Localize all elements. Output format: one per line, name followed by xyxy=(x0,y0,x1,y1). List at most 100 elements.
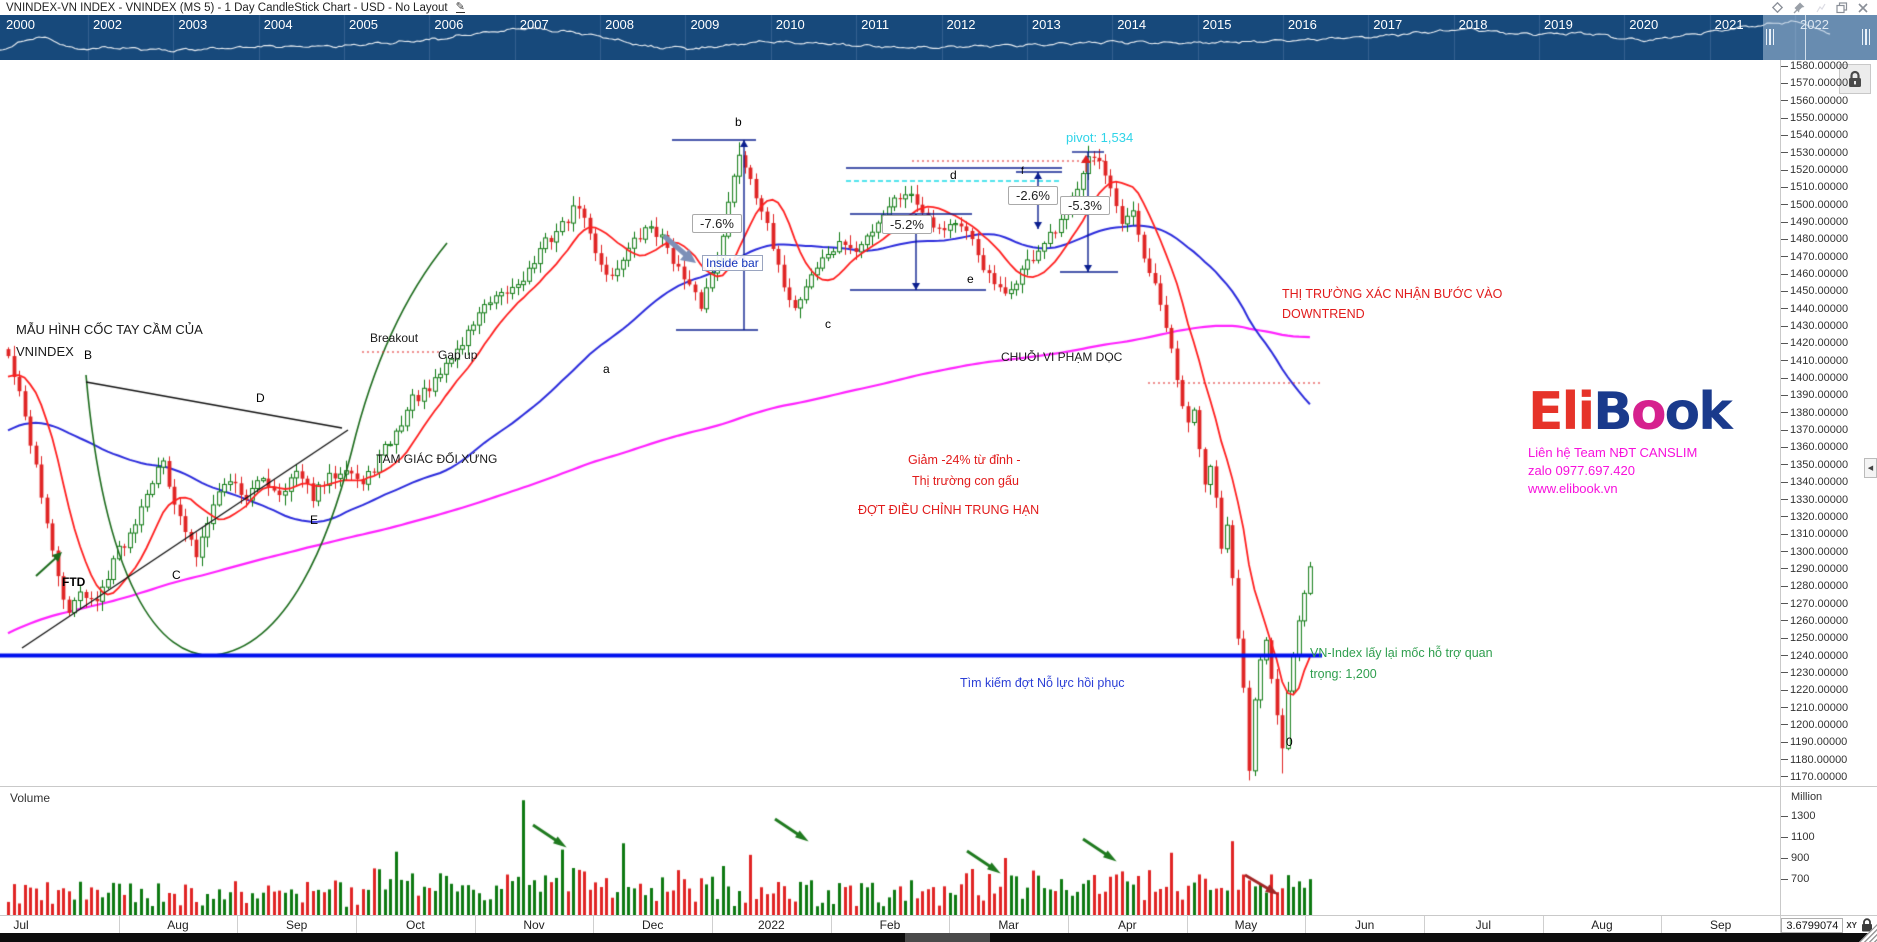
price-axis-label: 1320.00000 xyxy=(1781,511,1848,523)
window-controls xyxy=(1771,0,1869,15)
volume-axis-label: 1100 xyxy=(1781,831,1815,843)
price-axis-label: 1280.00000 xyxy=(1781,580,1848,592)
price-axis-label: 1400.00000 xyxy=(1781,372,1848,384)
time-axis-separator xyxy=(712,916,713,934)
time-axis-label: Jul xyxy=(1475,918,1491,932)
time-axis-separator xyxy=(1661,916,1662,934)
price-axis-label: 1480.00000 xyxy=(1781,233,1848,245)
price-axis-label: 1290.00000 xyxy=(1781,563,1848,575)
time-axis-separator xyxy=(1305,916,1306,934)
price-chart-canvas[interactable] xyxy=(0,60,1780,786)
time-axis-label: May xyxy=(1234,918,1258,932)
price-axis-label: 1350.00000 xyxy=(1781,459,1848,471)
time-axis-separator xyxy=(1068,916,1069,934)
volume-canvas[interactable] xyxy=(0,787,1780,916)
price-axis-label: 1430.00000 xyxy=(1781,320,1848,332)
price-axis-label: 1450.00000 xyxy=(1781,285,1848,297)
time-axis-separator xyxy=(593,916,594,934)
price-axis-label: 1310.00000 xyxy=(1781,528,1848,540)
price-axis-label: 1360.00000 xyxy=(1781,441,1848,453)
price-axis-label: 1580.00000 xyxy=(1781,60,1848,72)
volume-axis-label: 700 xyxy=(1781,873,1809,885)
time-axis-separator xyxy=(1187,916,1188,934)
price-axis-label: 1540.00000 xyxy=(1781,129,1848,141)
time-axis-label: Mar xyxy=(998,918,1019,932)
price-axis-label: 1370.00000 xyxy=(1781,424,1848,436)
time-axis-separator xyxy=(831,916,832,934)
price-axis-label: 1520.00000 xyxy=(1781,164,1848,176)
axis-lock-button[interactable] xyxy=(1839,64,1871,94)
price-axis-label: 1250.00000 xyxy=(1781,632,1848,644)
volume-axis-unit: Million xyxy=(1791,791,1823,803)
price-axis-label: 1460.00000 xyxy=(1781,268,1848,280)
lock-icon xyxy=(1849,70,1861,87)
price-axis-label: 1180.00000 xyxy=(1781,754,1847,766)
price-chart-plot[interactable] xyxy=(0,60,1780,786)
price-axis-label: 1380.00000 xyxy=(1781,407,1848,419)
price-axis-label: 1210.00000 xyxy=(1781,702,1848,714)
price-axis-label: 1230.00000 xyxy=(1781,667,1848,679)
price-axis-label: 1220.00000 xyxy=(1781,684,1848,696)
price-axis-label: 1270.00000 xyxy=(1781,598,1848,610)
price-axis-label: 1470.00000 xyxy=(1781,251,1848,263)
diamond-icon[interactable] xyxy=(1771,1,1784,14)
time-axis-separator xyxy=(237,916,238,934)
price-axis-label: 1170.00000 xyxy=(1781,771,1847,783)
price-axis-label: 1510.00000 xyxy=(1781,181,1848,193)
price-axis-label: 1530.00000 xyxy=(1781,147,1848,159)
price-axis-label: 1260.00000 xyxy=(1781,615,1848,627)
history-navigator[interactable]: 2000 2002 2003 2004 2005 2006 2007 2008 2009 2010… xyxy=(0,15,1877,60)
restore-icon[interactable] xyxy=(1836,1,1848,14)
time-axis-separator xyxy=(1543,916,1544,934)
time-axis-label: Sep xyxy=(1709,918,1732,932)
time-axis-label: Dec xyxy=(641,918,664,932)
time-axis-separator xyxy=(119,916,120,934)
time-axis-label: Apr xyxy=(1117,918,1137,932)
navigator-canvas[interactable] xyxy=(0,15,1877,60)
price-axis-label: 1570.00000 xyxy=(1781,77,1848,89)
time-axis-label: Jul xyxy=(13,918,29,932)
volume-axis-label: 1300 xyxy=(1781,810,1815,822)
price-axis-label: 1500.00000 xyxy=(1781,199,1848,211)
axis-mode-label: XY xyxy=(1846,920,1857,930)
status-lock-button[interactable] xyxy=(1860,918,1873,932)
volume-axis: Million 1300 1100 900 700 xyxy=(1780,787,1877,916)
price-axis-label: 1330.00000 xyxy=(1781,494,1848,506)
price-axis[interactable]: 1580.00000 1570.00000 1560.00000 1550.00000… xyxy=(1780,60,1877,786)
price-axis-label: 1300.00000 xyxy=(1781,546,1848,558)
price-axis-label: 1550.00000 xyxy=(1781,112,1848,124)
time-axis-separator xyxy=(475,916,476,934)
scrollbar-thumb[interactable] xyxy=(905,933,990,942)
price-axis-label: 1410.00000 xyxy=(1781,355,1848,367)
volume-pane[interactable]: Volume Million 1300 1100 900 700 xyxy=(0,786,1877,916)
price-axis-label: 1560.00000 xyxy=(1781,95,1848,107)
time-axis-label: Nov xyxy=(523,918,545,932)
lock-icon xyxy=(1861,918,1872,932)
close-icon[interactable] xyxy=(1857,2,1869,14)
time-axis-separator xyxy=(356,916,357,934)
time-axis-label: 2022 xyxy=(757,918,785,932)
pin-icon[interactable] xyxy=(1793,1,1806,14)
price-axis-label: 1390.00000 xyxy=(1781,389,1848,401)
volume-axis-label: 900 xyxy=(1781,852,1809,864)
time-axis-label: Sep xyxy=(285,918,308,932)
time-axis-separator xyxy=(949,916,950,934)
price-axis-label: 1490.00000 xyxy=(1781,216,1848,228)
time-axis-label: Aug xyxy=(167,918,189,932)
chart-mini-icon[interactable] xyxy=(1815,2,1827,14)
horizontal-scrollbar[interactable] xyxy=(0,933,1877,942)
navigator-selection-divider xyxy=(1805,15,1806,60)
navigator-selection-range[interactable] xyxy=(1763,15,1877,60)
price-axis-label: 1420.00000 xyxy=(1781,337,1848,349)
axis-scroll-left-button[interactable]: ◀ xyxy=(1864,458,1877,478)
time-axis[interactable]: Jul Aug Sep Oct Nov Dec 2022 Feb Mar Apr May Jun Jul… xyxy=(0,915,1877,934)
edit-pencil-icon[interactable]: ✎ xyxy=(455,0,465,13)
navigator-handle-right[interactable] xyxy=(1861,29,1871,45)
time-axis-label: Aug xyxy=(1591,918,1613,932)
crosshair-value-box[interactable]: 3.6799074 xyxy=(1781,917,1844,933)
navigator-handle-left[interactable] xyxy=(1765,29,1775,45)
price-axis-label: 1200.00000 xyxy=(1781,719,1848,731)
price-axis-label: 1190.00000 xyxy=(1781,736,1847,748)
price-axis-label: 1340.00000 xyxy=(1781,476,1848,488)
